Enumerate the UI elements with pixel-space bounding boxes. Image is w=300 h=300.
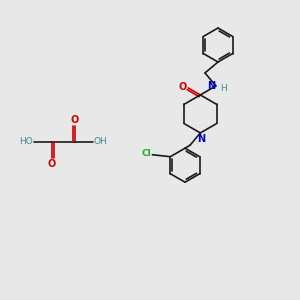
- Text: H: H: [220, 85, 227, 94]
- Text: Cl: Cl: [142, 149, 151, 158]
- Text: O: O: [179, 82, 187, 92]
- Text: OH: OH: [94, 137, 108, 146]
- Text: N: N: [207, 81, 215, 91]
- Text: O: O: [71, 115, 79, 125]
- Text: HO: HO: [19, 137, 33, 146]
- Text: O: O: [48, 159, 56, 169]
- Text: N: N: [197, 134, 206, 144]
